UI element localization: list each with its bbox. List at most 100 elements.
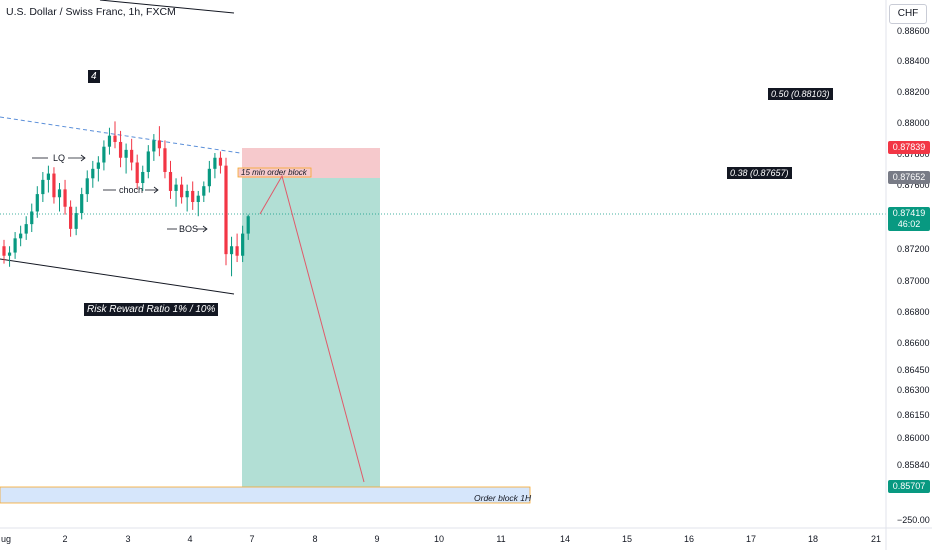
order-block-15m-label[interactable]: 15 min order block <box>241 168 307 177</box>
candle <box>235 233 239 263</box>
lower-trendline <box>0 258 235 295</box>
candle <box>13 232 17 259</box>
lq-label[interactable]: LQ <box>53 153 66 163</box>
time-tick-label: 4 <box>187 534 193 544</box>
candle <box>191 181 195 210</box>
candle <box>7 246 12 267</box>
choch-label[interactable]: choch <box>119 185 144 195</box>
candle <box>218 151 223 174</box>
order-block-1h-zone <box>0 486 531 504</box>
candle <box>229 236 234 277</box>
candle <box>135 154 139 190</box>
bos-label[interactable]: BOS <box>179 224 199 234</box>
price-tick-label: 0.88200 <box>897 87 930 97</box>
candle <box>174 178 178 207</box>
time-tick-label: 9 <box>374 534 380 544</box>
current-price-value: 0.87419 <box>892 208 926 218</box>
time-tick-label: 15 <box>621 534 633 544</box>
time-tick-label: 3 <box>125 534 131 544</box>
candle <box>118 130 123 168</box>
projected-path <box>259 174 365 483</box>
upper-trendline-top <box>99 0 235 14</box>
choch-arrow <box>103 186 159 194</box>
current-price-badge: 0.87419 46:02 <box>888 207 930 231</box>
candle <box>107 127 112 155</box>
candle <box>35 186 39 218</box>
candle <box>146 145 150 179</box>
price-tick-label: 0.87000 <box>897 276 930 286</box>
candle <box>202 181 206 202</box>
price-tick-label: 0.88400 <box>897 56 930 66</box>
price-tick-label: 0.87800 <box>897 149 930 159</box>
candle-countdown: 46:02 <box>897 219 921 229</box>
time-tick-label: 7 <box>249 534 255 544</box>
price-tick-label: 0.87200 <box>897 244 930 254</box>
candle <box>74 206 78 236</box>
time-tick-label: ug <box>0 534 12 544</box>
candle <box>57 183 62 212</box>
candle <box>2 239 6 264</box>
price-tick-label: 0.86800 <box>897 307 930 317</box>
candle <box>152 134 156 161</box>
candle <box>63 179 67 215</box>
time-tick-label: 11 <box>496 534 506 544</box>
reward-zone <box>242 178 380 487</box>
time-tick-label: 17 <box>745 534 757 544</box>
candle <box>246 214 250 240</box>
candle <box>113 121 117 149</box>
time-tick-label: 2 <box>62 534 68 544</box>
currency-button[interactable]: CHF <box>889 4 927 24</box>
entry-price-badge: 0.87652 <box>888 171 930 184</box>
candle <box>207 160 211 193</box>
candle <box>124 143 128 174</box>
candle <box>85 170 89 202</box>
price-tick-label: 0.86300 <box>897 385 930 395</box>
price-tick-label: −250.00 <box>897 515 930 525</box>
candle <box>24 216 28 240</box>
candle <box>19 225 23 247</box>
wave-4-label[interactable]: 4 <box>88 70 100 83</box>
time-tick-label: 10 <box>433 534 445 544</box>
candle <box>185 184 189 212</box>
candle <box>102 140 106 171</box>
candle <box>91 160 95 188</box>
order-block-1h-label[interactable]: Order block 1H <box>474 493 532 503</box>
candle <box>130 138 134 171</box>
time-tick-label: 21 <box>870 534 882 544</box>
candle <box>241 225 245 263</box>
candle <box>163 140 167 179</box>
candle <box>180 176 184 204</box>
candles-group <box>2 121 250 277</box>
target-price-badge: 0.85707 <box>888 480 930 493</box>
order-block-15m-box <box>237 167 312 178</box>
fib-050-label[interactable]: 0.50 (0.88103) <box>768 88 833 100</box>
candle <box>41 171 45 202</box>
price-tick-label: 0.86000 <box>897 433 930 443</box>
time-tick-label: 16 <box>683 534 695 544</box>
candle <box>69 200 73 237</box>
candle <box>168 160 173 199</box>
candle <box>52 167 56 204</box>
price-tick-label: 0.88600 <box>897 26 930 36</box>
dashed-trendline <box>0 116 241 154</box>
candle <box>196 190 200 217</box>
stop-price-badge: 0.87839 <box>888 141 930 154</box>
chart-title: U.S. Dollar / Swiss Franc, 1h, FXCM <box>6 6 176 18</box>
candle <box>30 203 34 233</box>
price-tick-label: 0.86150 <box>897 410 930 420</box>
time-tick-label: 18 <box>807 534 819 544</box>
fib-038-label[interactable]: 0.38 (0.87657) <box>727 167 792 179</box>
candle <box>80 187 84 220</box>
candle <box>224 157 228 266</box>
time-tick-label: 8 <box>312 534 318 544</box>
candle <box>213 153 217 179</box>
candle <box>141 165 145 191</box>
bos-arrow <box>167 225 208 233</box>
risk-reward-label[interactable]: Risk Reward Ratio 1% / 10% <box>84 303 219 316</box>
price-tick-label: 0.87600 <box>897 180 930 190</box>
price-tick-label: 0.86450 <box>897 365 930 375</box>
price-tick-label: 0.85840 <box>897 460 930 470</box>
candle <box>96 156 100 182</box>
